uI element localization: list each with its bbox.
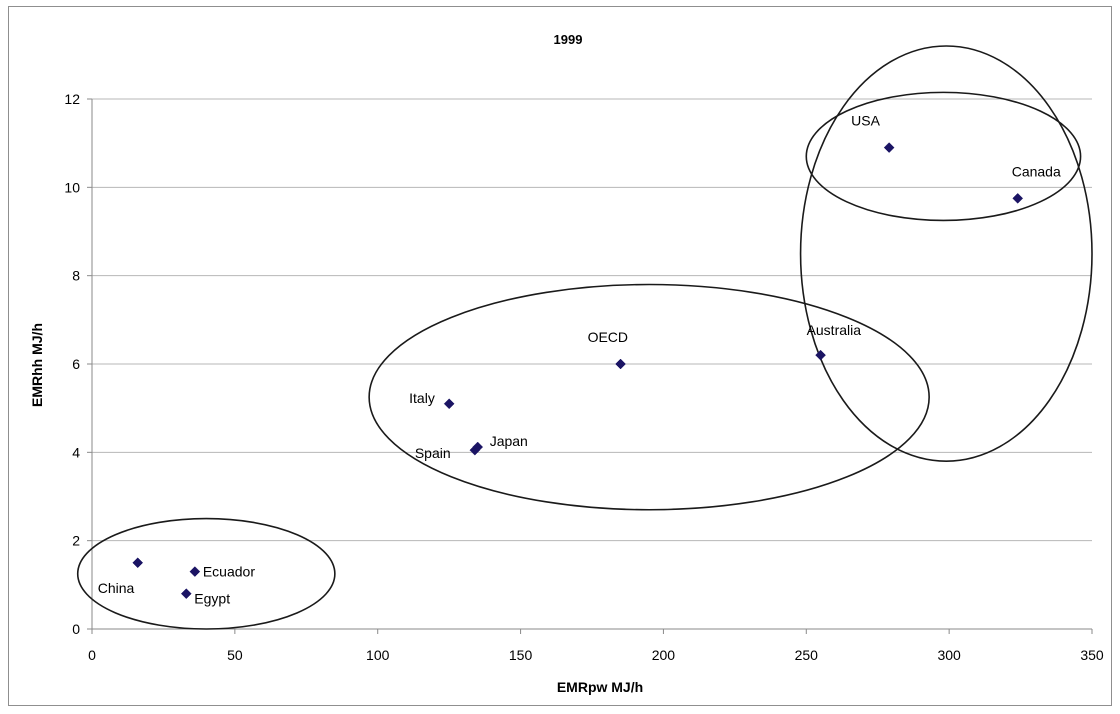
- data-point-usa: [883, 142, 895, 153]
- x-tick-label: 0: [88, 647, 96, 663]
- grouping-ellipse-2: [368, 283, 930, 511]
- x-tick-label: 50: [227, 647, 243, 663]
- point-label-china: China: [98, 580, 135, 596]
- x-tick-label: 150: [509, 647, 533, 663]
- axes: 0 2 4 6 8 10 12 0 50 100 150 200 250 300 350: [64, 91, 1103, 663]
- point-label-egypt: Egypt: [194, 591, 230, 607]
- y-tick-label: 10: [64, 179, 80, 195]
- y-tick-label: 6: [72, 356, 80, 372]
- data-point-china: [132, 557, 144, 569]
- data-point-italy: [443, 398, 455, 410]
- grid-lines: [92, 98, 1092, 542]
- data-point-canada: [1012, 193, 1024, 204]
- chart-frame: [8, 6, 1112, 706]
- point-labels: China Ecuador Egypt Italy Spain Japan OECD Aust…: [98, 113, 1061, 607]
- point-label-australia: Australia: [807, 322, 862, 338]
- chart-title: 1999: [554, 32, 583, 47]
- data-point-australia: [815, 349, 826, 361]
- point-label-usa: USA: [851, 113, 880, 129]
- data-point-japan: [472, 441, 484, 453]
- data-point-oecd: [615, 358, 626, 370]
- point-label-canada: Canada: [1012, 163, 1061, 179]
- y-axis-title: EMRhh MJ/h: [29, 323, 45, 407]
- grouping-ellipse-1: [76, 517, 336, 630]
- y-tick-label: 4: [72, 444, 80, 460]
- data-point-egypt: [180, 588, 192, 600]
- y-tick-label: 8: [72, 268, 80, 284]
- point-label-japan: Japan: [490, 433, 528, 449]
- data-point-ecuador: [189, 566, 201, 577]
- point-label-ecuador: Ecuador: [203, 564, 255, 580]
- x-tick-label: 300: [937, 647, 961, 663]
- grouping-ellipse-4: [805, 91, 1082, 222]
- point-label-italy: Italy: [409, 390, 435, 406]
- x-tick-label: 100: [366, 647, 390, 663]
- grouping-ellipses: [76, 45, 1093, 630]
- data-points: [132, 142, 1024, 600]
- x-tick-label: 200: [652, 647, 676, 663]
- point-label-oecd: OECD: [588, 329, 628, 345]
- y-tick-label: 12: [64, 91, 80, 107]
- grouping-ellipse-3: [799, 45, 1093, 462]
- y-tick-label: 2: [72, 533, 80, 549]
- y-tick-label: 0: [72, 621, 80, 637]
- x-tick-label: 350: [1080, 647, 1104, 663]
- point-label-spain: Spain: [415, 445, 451, 461]
- x-axis-title: EMRpw MJ/h: [557, 679, 643, 695]
- x-tick-label: 250: [795, 647, 819, 663]
